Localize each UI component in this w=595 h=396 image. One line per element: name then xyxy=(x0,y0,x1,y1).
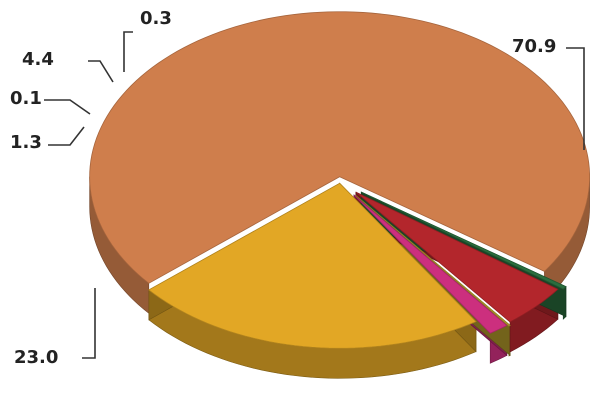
data-label-2: 1.3 xyxy=(10,132,42,153)
leader-line-3 xyxy=(44,99,91,115)
leader-line-4 xyxy=(88,60,114,83)
pie-slice-3 xyxy=(355,195,511,327)
data-label-3: 0.1 xyxy=(10,88,42,109)
leader-line-5 xyxy=(123,31,133,72)
leader-line-0 xyxy=(566,47,585,150)
pie-slice-0 xyxy=(89,11,590,284)
data-label-1: 23.0 xyxy=(14,347,58,368)
leader-line-2 xyxy=(48,126,85,146)
data-label-4: 4.4 xyxy=(22,49,54,70)
pie-slice-1 xyxy=(148,182,477,349)
pie-slice-4 xyxy=(355,191,559,323)
data-label-5: 0.3 xyxy=(140,8,172,29)
pie-slice-5 xyxy=(360,191,567,290)
leader-line-1 xyxy=(82,288,96,359)
pie-slice-2 xyxy=(353,194,508,334)
data-label-0: 70.9 xyxy=(512,36,556,57)
